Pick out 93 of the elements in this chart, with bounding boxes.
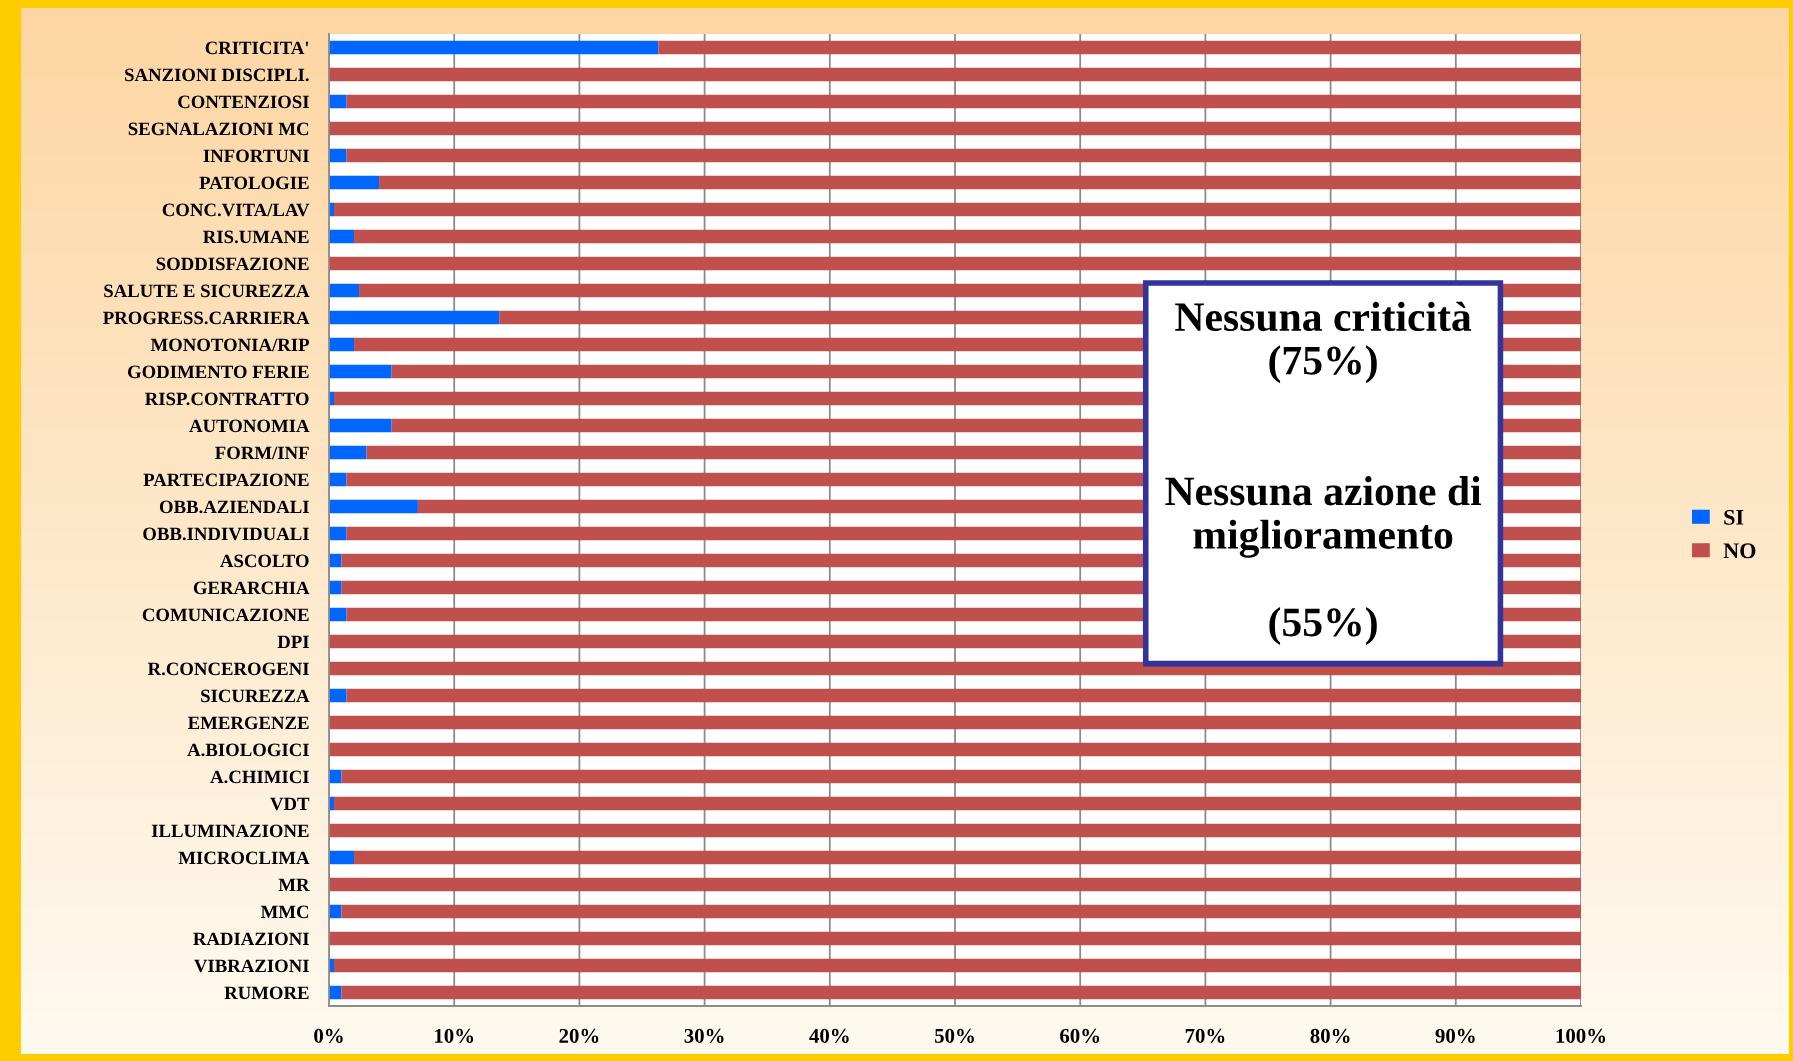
bar <box>354 850 1581 865</box>
y-tick-label: CONTENZIOSI <box>178 95 309 109</box>
bar <box>346 148 1581 163</box>
bar <box>334 796 1581 811</box>
y-tick-label: MR <box>278 878 310 892</box>
y-tick-label: ILLUMINAZIONE <box>151 824 309 838</box>
y-tick-label: SEGNALAZIONI MC <box>128 122 309 136</box>
bar <box>341 985 1581 1000</box>
bar <box>329 607 347 622</box>
bar <box>329 769 342 784</box>
bar <box>329 148 347 163</box>
y-tick-label: MICROCLIMA <box>178 851 310 865</box>
bar <box>329 121 1581 136</box>
y-tick-label: ASCOLTO <box>220 554 309 568</box>
bar <box>329 418 392 433</box>
x-tick-label: 0% <box>314 1028 343 1043</box>
bar <box>329 526 347 541</box>
y-tick-label: GERARCHIA <box>193 581 310 595</box>
bar <box>329 472 347 487</box>
y-tick-label: INFORTUNI <box>203 149 309 163</box>
y-tick-label: CRITICITA' <box>205 41 309 55</box>
x-tick-label: 90% <box>1435 1028 1475 1043</box>
bar <box>329 877 1581 892</box>
y-tick-label: CONC.VITA/LAV <box>162 203 310 217</box>
bar <box>354 229 1581 244</box>
bar <box>329 256 1581 271</box>
bar <box>329 742 1581 757</box>
y-tick-label: DPI <box>277 635 309 649</box>
bar <box>329 364 392 379</box>
y-tick-label: AUTONOMIA <box>189 419 310 433</box>
bar <box>329 40 659 55</box>
bar <box>329 553 342 568</box>
y-tick-label: MONOTONIA/RIP <box>150 338 310 352</box>
bar <box>329 283 360 298</box>
bar <box>334 958 1581 973</box>
y-tick-label: PROGRESS.CARRIERA <box>103 311 310 325</box>
y-tick-label: A.BIOLOGICI <box>187 743 309 757</box>
y-tick-label: SANZIONI DISCIPLI. <box>125 68 309 82</box>
y-tick-label: EMERGENZE <box>187 716 309 730</box>
bar <box>329 94 347 109</box>
bar <box>329 499 418 514</box>
y-tick-label: PARTECIPAZIONE <box>143 473 309 487</box>
y-tick-label: COMUNICAZIONE <box>142 608 309 622</box>
legend-label: SI <box>1724 509 1744 525</box>
y-tick-label: VDT <box>270 797 310 811</box>
y-tick-label: RISP.CONTRATTO <box>145 392 309 406</box>
x-tick-label: 80% <box>1310 1028 1350 1043</box>
y-tick-label: FORM/INF <box>215 446 309 460</box>
y-tick-label: MMC <box>260 905 309 919</box>
bar <box>658 40 1581 55</box>
y-tick-label: OBB.AZIENDALI <box>159 500 309 514</box>
bar <box>329 229 355 244</box>
bar <box>334 202 1581 217</box>
bar <box>329 715 1581 730</box>
bar <box>329 985 342 1000</box>
x-tick-label: 70% <box>1185 1028 1225 1043</box>
x-tick-label: 30% <box>684 1028 724 1043</box>
bar <box>346 688 1581 703</box>
bar <box>341 769 1581 784</box>
y-tick-label: PATOLOGIE <box>199 176 309 190</box>
y-tick-label: GODIMENTO FERIE <box>127 365 309 379</box>
bar <box>329 445 367 460</box>
bar <box>329 580 342 595</box>
text: Nessuna criticità (75%) Nessuna azione di miglioramento (55%) <box>1165 301 1482 645</box>
y-tick-label: OBB.INDIVIDUALI <box>143 527 309 541</box>
bar <box>329 175 380 190</box>
bar <box>341 904 1581 919</box>
y-tick-label: RUMORE <box>224 986 309 1000</box>
bar <box>329 904 342 919</box>
y-tick-label: RIS.UMANE <box>203 230 309 244</box>
y-tick-label: R.CONCEROGENI <box>147 662 309 676</box>
y-tick-label: RADIAZIONI <box>193 932 309 946</box>
x-tick-label: 50% <box>935 1028 974 1043</box>
y-tick-label: SALUTE E SICUREZZA <box>104 284 310 298</box>
x-tick-label: 40% <box>809 1028 849 1043</box>
bar <box>329 850 355 865</box>
y-tick-label: A.CHIMICI <box>210 770 309 784</box>
bar <box>329 310 500 325</box>
x-tick-label: 20% <box>559 1028 599 1043</box>
bar <box>346 94 1581 109</box>
y-tick-label: SICUREZZA <box>201 689 310 703</box>
bar <box>329 67 1581 82</box>
bar <box>329 337 355 352</box>
legend-label: NO <box>1723 543 1756 559</box>
bar <box>329 823 1581 838</box>
bar <box>379 175 1581 190</box>
x-tick-label: 60% <box>1060 1028 1100 1043</box>
x-tick-label: 100% <box>1556 1028 1606 1043</box>
bar <box>329 931 1581 946</box>
bar <box>329 688 347 703</box>
x-tick-label: 10% <box>435 1028 474 1043</box>
y-tick-label: SODDISFAZIONE <box>156 257 309 271</box>
y-tick-label: VIBRAZIONI <box>194 959 309 973</box>
